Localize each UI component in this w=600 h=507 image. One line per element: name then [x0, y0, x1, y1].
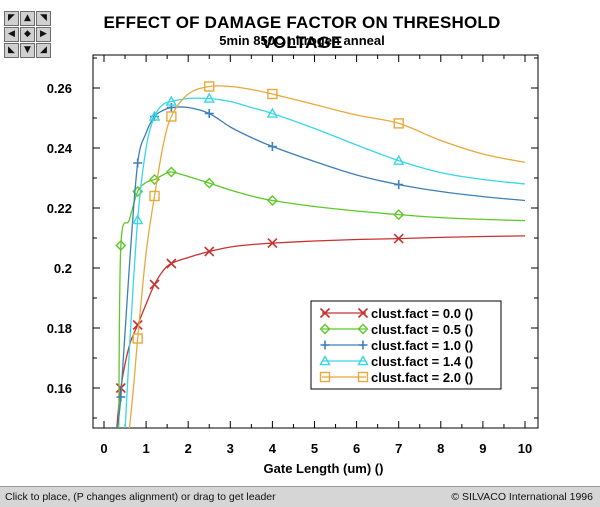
data-point-series-4[interactable]	[393, 118, 404, 129]
legend-marker[interactable]	[319, 307, 331, 319]
center-icon[interactable]: ◆	[20, 27, 35, 42]
legend-marker[interactable]	[357, 355, 369, 366]
legend-label: clust.fact = 2.0 ()	[371, 370, 473, 385]
y-tick-label: 0.26	[47, 81, 72, 96]
x-tick-label: 5	[311, 441, 318, 456]
legend-marker[interactable]	[357, 323, 369, 335]
y-tick-label: 0.16	[47, 381, 72, 396]
chart-subtitle: 5min 850C nitrogen anneal	[219, 33, 385, 48]
arrow-up-left-icon[interactable]: ◤	[4, 11, 19, 26]
legend-label: clust.fact = 1.0 ()	[371, 338, 473, 353]
x-tick-label: 1	[142, 441, 149, 456]
x-axis-label: Gate Length (um) ()	[264, 461, 384, 476]
data-point-series-1[interactable]	[266, 195, 278, 206]
series-line-4[interactable]	[128, 85, 526, 430]
x-tick-label: 9	[479, 441, 486, 456]
data-point-series-3[interactable]	[393, 154, 405, 165]
data-point-series-0[interactable]	[132, 319, 143, 331]
data-point-series-3[interactable]	[131, 214, 144, 225]
data-point-series-3[interactable]	[165, 95, 178, 106]
legend-marker[interactable]	[319, 323, 331, 335]
status-copyright: © SILVACO International 1996	[451, 491, 593, 503]
data-point-series-1[interactable]	[165, 166, 177, 178]
data-point-series-0[interactable]	[267, 238, 278, 249]
data-point-series-4[interactable]	[149, 190, 160, 202]
arrow-left-icon[interactable]: ◀	[4, 27, 19, 42]
y-tick-label: 0.18	[47, 321, 72, 336]
data-point-series-0[interactable]	[166, 258, 177, 269]
arrow-up-right-icon[interactable]: ◥	[36, 11, 51, 26]
data-point-series-2[interactable]	[267, 142, 277, 151]
chart-title: EFFECT OF DAMAGE FACTOR ON THRESHOLD VOL…	[103, 13, 501, 52]
data-point-series-1[interactable]	[203, 177, 215, 189]
data-point-series-4[interactable]	[132, 333, 143, 344]
arrow-down-left-icon[interactable]: ◣	[4, 43, 19, 58]
legend-marker[interactable]	[319, 355, 331, 366]
data-point-series-2[interactable]	[116, 392, 126, 402]
data-point-series-3[interactable]	[148, 110, 161, 121]
legend-marker[interactable]	[358, 340, 368, 350]
x-tick-label: 6	[353, 441, 360, 456]
x-tick-label: 7	[395, 441, 402, 456]
legend-marker[interactable]	[319, 371, 331, 383]
y-tick-label: 0.2	[54, 261, 72, 276]
data-point-series-2[interactable]	[394, 180, 404, 190]
legend-label: clust.fact = 1.4 ()	[371, 354, 473, 369]
arrow-up-icon[interactable]: ▲	[20, 11, 35, 26]
data-point-series-2[interactable]	[133, 158, 143, 168]
data-point-series-4[interactable]	[166, 111, 177, 122]
data-point-series-4[interactable]	[267, 88, 278, 100]
data-point-series-0[interactable]	[393, 233, 404, 244]
arrow-right-icon[interactable]: ▶	[36, 27, 51, 42]
y-tick-label: 0.22	[47, 201, 72, 216]
legend-label: clust.fact = 0.0 ()	[371, 306, 473, 321]
data-point-series-0[interactable]	[149, 279, 160, 290]
legend-marker[interactable]	[320, 340, 330, 350]
x-tick-label: 2	[185, 441, 192, 456]
x-tick-label: 0	[100, 441, 107, 456]
plot-window	[0, 0, 600, 486]
data-point-series-1[interactable]	[115, 240, 127, 251]
y-tick-label: 0.24	[47, 141, 73, 156]
x-tick-label: 10	[518, 441, 532, 456]
status-hint: Click to place, (P changes alignment) or…	[5, 491, 276, 503]
data-point-series-0[interactable]	[204, 246, 215, 257]
status-bar: Click to place, (P changes alignment) or…	[0, 486, 600, 507]
legend-label: clust.fact = 0.5 ()	[371, 322, 473, 337]
data-point-series-3[interactable]	[203, 92, 215, 103]
pan-zoom-control-pad: ◤ ▲ ◥ ◀ ◆ ▶ ◣ ▼ ◢	[4, 11, 51, 58]
arrow-down-icon[interactable]: ▼	[20, 43, 35, 58]
legend-marker[interactable]	[357, 307, 369, 319]
legend-marker[interactable]	[357, 371, 369, 383]
arrow-down-right-icon[interactable]: ◢	[36, 43, 51, 58]
data-point-series-2[interactable]	[204, 109, 214, 118]
data-point-series-3[interactable]	[266, 107, 279, 118]
data-point-series-1[interactable]	[393, 209, 405, 221]
line-chart[interactable]: 0 1 2 3 4 5 6 7 8 9 10 0.16 0.18 0.2 0.22 0.24 0.26 Gate …	[0, 0, 600, 486]
x-tick-label: 3	[227, 441, 234, 456]
plot-area-frame	[92, 54, 539, 429]
x-tick-label: 8	[437, 441, 444, 456]
data-point-series-4[interactable]	[204, 81, 215, 92]
x-tick-label: 4	[269, 441, 277, 456]
